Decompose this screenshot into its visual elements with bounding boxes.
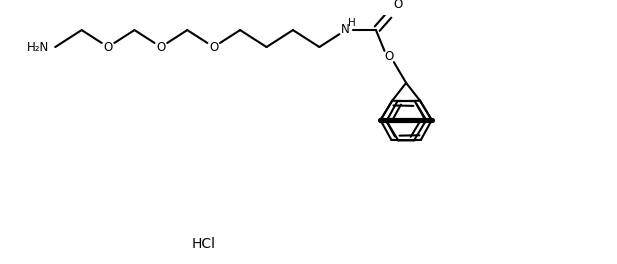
Text: O: O (393, 0, 402, 11)
Text: O: O (384, 50, 394, 63)
Text: O: O (156, 41, 165, 54)
Text: H₂N: H₂N (27, 41, 49, 54)
Text: HCl: HCl (192, 237, 216, 251)
Text: O: O (209, 41, 218, 54)
Text: O: O (104, 41, 113, 54)
Text: H: H (347, 17, 355, 27)
Text: N: N (341, 23, 349, 36)
